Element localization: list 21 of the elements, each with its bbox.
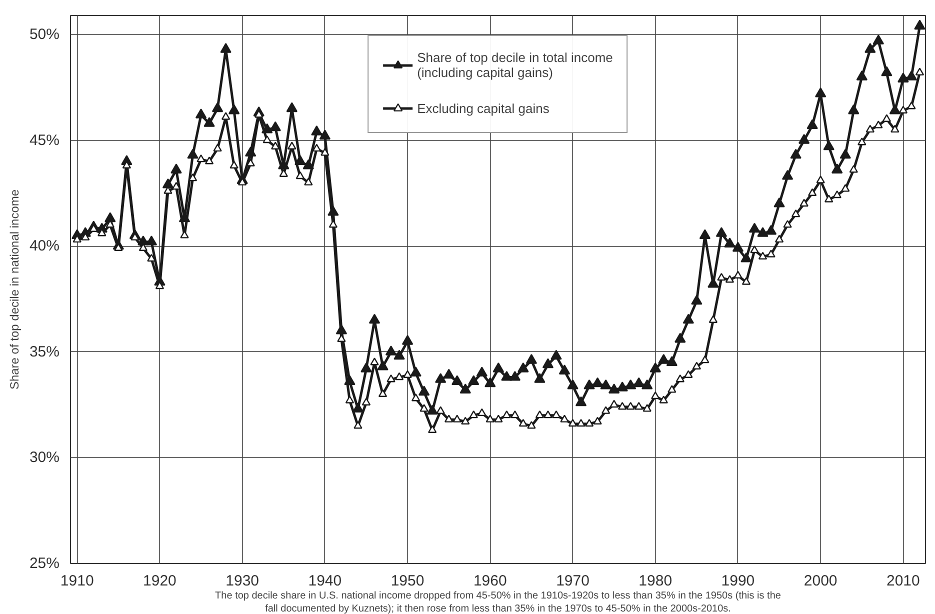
x-tick-label: 1940 xyxy=(308,572,342,590)
x-tick-label: 2000 xyxy=(804,572,838,590)
x-tick-label: 1950 xyxy=(390,572,424,590)
x-tick-label: 1960 xyxy=(473,572,507,590)
y-tick-label: 50% xyxy=(29,26,60,44)
x-tick-label: 1930 xyxy=(226,572,260,590)
y-tick-label: 45% xyxy=(29,132,60,149)
x-tick-label: 1910 xyxy=(60,572,94,590)
y-tick-label: 35% xyxy=(29,343,60,360)
y-tick-label: 40% xyxy=(29,238,60,255)
legend-label: Excluding capital gains xyxy=(417,100,550,116)
x-tick-label: 2010 xyxy=(886,572,920,590)
y-axis-title: Share of top decile in national income xyxy=(7,189,22,390)
x-tick-label: 1920 xyxy=(143,572,176,590)
y-tick-label: 25% xyxy=(29,555,60,572)
y-tick-label: 30% xyxy=(29,449,60,466)
x-tick-label: 1970 xyxy=(556,572,590,590)
legend-label: Share of top decile in total income (including capital gains) xyxy=(417,50,613,80)
x-tick-label: 1980 xyxy=(638,572,672,590)
text: The top decile share in U.S. national income dropped from 45-50% in the 1910s-1920s to less than 35% in the 1950s (this is the fall documented by Kuznets); it then rose from less than 35% in the 1970s to 45-50% in the 2000s-2010s. xyxy=(215,590,782,614)
x-tick-label: 1990 xyxy=(721,572,755,590)
